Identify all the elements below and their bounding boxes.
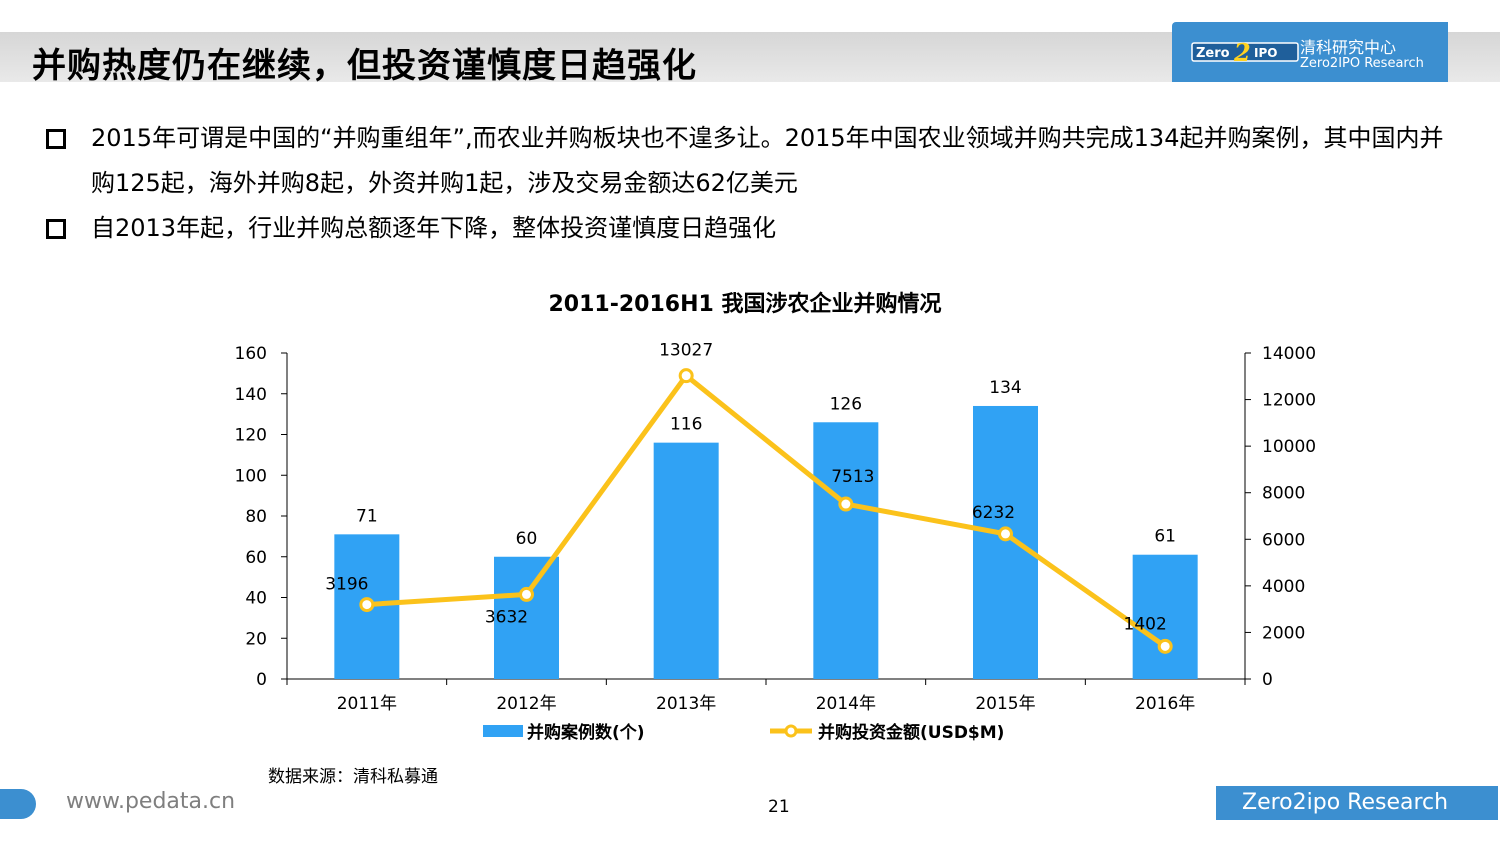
footer-brand: Zero2ipo Research <box>1216 786 1498 820</box>
line-value-label: 7513 <box>831 467 874 487</box>
bar <box>1132 554 1198 679</box>
logo-cn-text: 清科研究中心 <box>1300 38 1397 57</box>
page-title: 并购热度仍在继续，但投资谨慎度日趋强化 <box>32 46 697 86</box>
left-tick-label: 60 <box>245 548 267 568</box>
legend-line-marker <box>784 724 798 738</box>
line-point <box>998 526 1013 542</box>
bar <box>653 442 719 679</box>
square-bullet-icon <box>46 129 66 149</box>
svg-text:2: 2 <box>1233 38 1251 66</box>
right-tick-label: 14000 <box>1262 344 1316 364</box>
line-value-label: 3632 <box>485 607 528 627</box>
legend-bar-label: 并购案例数(个) <box>527 722 645 743</box>
bar-value-label: 126 <box>830 394 862 414</box>
left-tick-label: 160 <box>235 344 267 364</box>
right-tick-label: 6000 <box>1262 530 1305 550</box>
line-point <box>359 597 375 613</box>
footer-url[interactable]: www.pedata.cn <box>66 789 236 814</box>
bar-value-label: 60 <box>516 529 538 549</box>
line-point <box>838 496 854 512</box>
x-tick-label: 2014年 <box>816 694 876 714</box>
right-tick-label: 2000 <box>1262 623 1305 643</box>
logo-en-text: Zero2IPO Research <box>1300 56 1424 71</box>
bullet-text: 自2013年起，行业并购总额逐年下降，整体投资谨慎度日趋强化 <box>91 214 777 242</box>
left-tick-label: 140 <box>235 385 267 405</box>
bullet-text: 2015年可谓是中国的“并购重组年”,而农业并购板块也不遑多让。2015年中国农… <box>91 124 1444 197</box>
logo: Zero 2 IPO 清科研究中心 Zero2IPO Research <box>1172 22 1448 82</box>
right-tick-label: 4000 <box>1262 577 1305 597</box>
right-tick-label: 10000 <box>1262 437 1316 457</box>
svg-text:IPO: IPO <box>1254 46 1277 60</box>
bullet-list: 2015年可谓是中国的“并购重组年”,而农业并购板块也不遑多让。2015年中国农… <box>45 116 1465 251</box>
bar <box>973 405 1038 679</box>
bar-value-label: 61 <box>1154 527 1176 547</box>
line-value-label: 6232 <box>972 503 1015 523</box>
x-tick-label: 2015年 <box>975 694 1035 714</box>
left-tick-label: 120 <box>235 426 267 446</box>
x-tick-label: 2012年 <box>496 694 556 714</box>
left-tick-label: 40 <box>245 589 267 609</box>
bar <box>494 556 559 679</box>
legend-bar-swatch <box>483 725 523 737</box>
left-tick-label: 0 <box>256 670 267 690</box>
combo-chart: 0 20 40 60 80 100 120 140 160 0 2000 4000 6000 8000 10… <box>235 341 1317 743</box>
right-tick-label: 8000 <box>1262 484 1305 504</box>
x-tick-label: 2016年 <box>1135 694 1195 714</box>
footer-tab <box>0 789 36 819</box>
bar <box>813 422 879 679</box>
line-value-label: 3196 <box>325 575 368 595</box>
zero2ipo-logo-icon: Zero 2 IPO <box>1191 38 1299 66</box>
left-tick-label: 20 <box>245 629 267 649</box>
left-tick-label: 80 <box>245 507 267 527</box>
bar-value-label: 116 <box>670 415 702 435</box>
svg-text:Zero: Zero <box>1196 46 1230 61</box>
line-point <box>519 586 534 602</box>
data-source: 数据来源：清科私募通 <box>268 767 438 787</box>
right-tick-label: 12000 <box>1262 391 1316 411</box>
line-value-label: 1402 <box>1124 614 1167 634</box>
line-point <box>1157 638 1173 654</box>
line-value-label: 13027 <box>659 341 713 361</box>
line-point <box>678 368 694 384</box>
x-tick-label: 2011年 <box>337 694 397 714</box>
right-tick-label: 0 <box>1262 670 1273 690</box>
bar-value-label: 71 <box>356 506 378 526</box>
bar-value-label: 134 <box>989 378 1021 398</box>
line-series <box>366 373 1167 649</box>
legend-line-label: 并购投资金额(USD$M) <box>818 722 1004 743</box>
page-number: 21 <box>768 797 790 817</box>
bullet-item: 2015年可谓是中国的“并购重组年”,而农业并购板块也不遑多让。2015年中国农… <box>45 116 1465 206</box>
x-tick-label: 2013年 <box>656 694 716 714</box>
chart-title: 2011-2016H1 我国涉农企业并购情况 <box>548 292 942 317</box>
left-tick-label: 100 <box>235 466 267 486</box>
square-bullet-icon <box>46 219 66 239</box>
bullet-item: 自2013年起，行业并购总额逐年下降，整体投资谨慎度日趋强化 <box>45 206 1465 251</box>
